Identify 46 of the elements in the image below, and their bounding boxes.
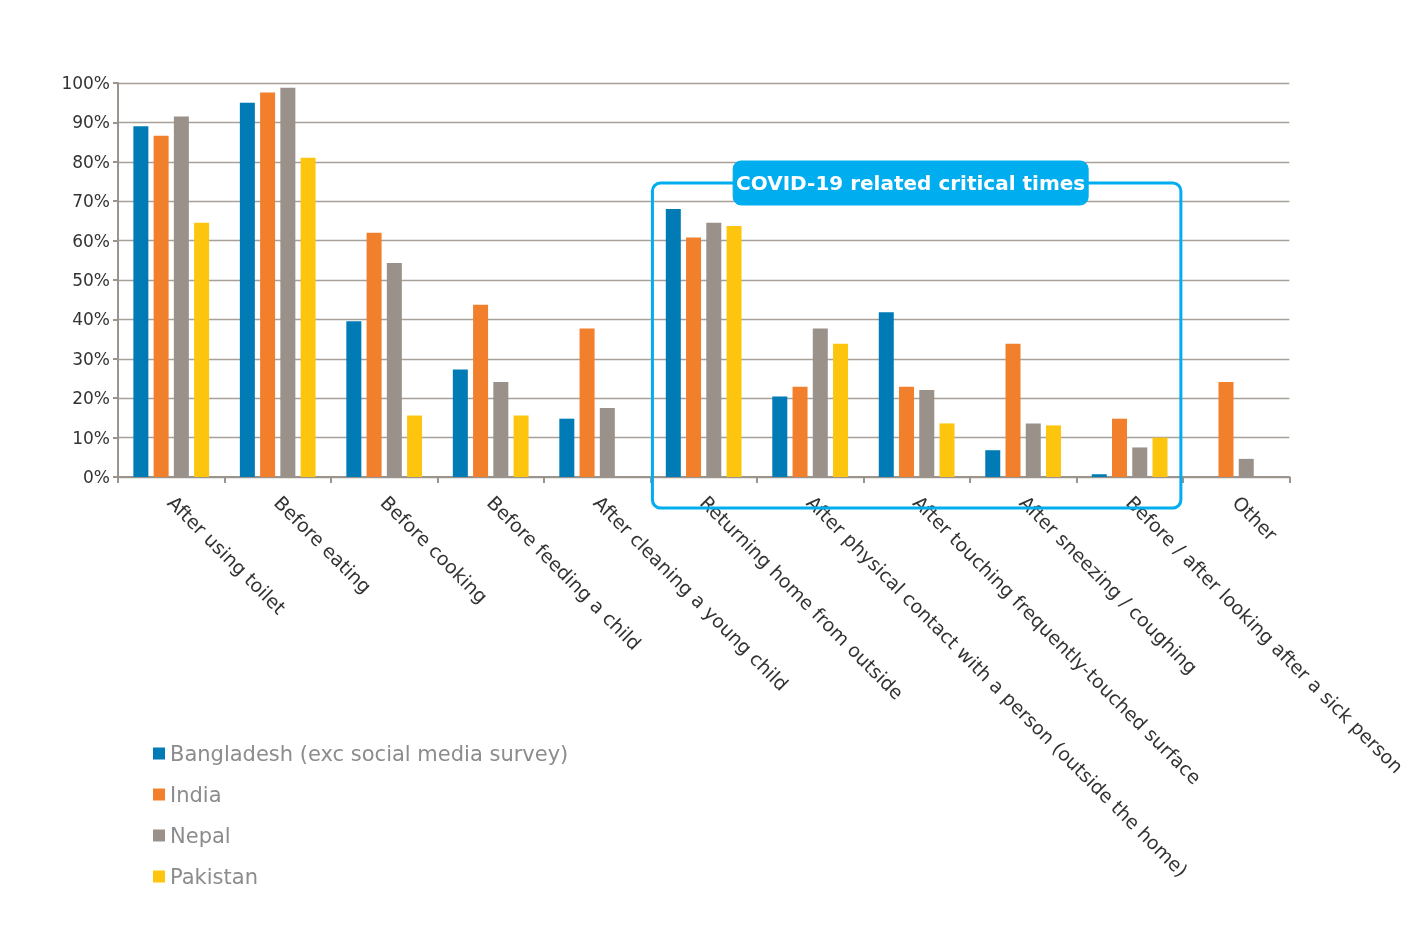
bar xyxy=(939,423,955,477)
bar xyxy=(1152,437,1168,477)
bar xyxy=(260,92,276,477)
y-tick-label: 30% xyxy=(72,348,110,369)
bar xyxy=(473,304,489,477)
bar xyxy=(1218,382,1234,477)
bar xyxy=(559,418,575,477)
legend-label: Bangladesh (exc social media survey) xyxy=(170,741,569,766)
y-tick-label: 70% xyxy=(72,191,110,212)
bar xyxy=(513,415,529,477)
bar xyxy=(407,415,423,477)
bar xyxy=(579,328,595,477)
bar xyxy=(1091,474,1107,477)
y-tick-label: 80% xyxy=(72,151,110,172)
y-tick-label: 10% xyxy=(72,427,110,448)
bar xyxy=(686,237,702,477)
bar xyxy=(726,226,742,477)
bar xyxy=(300,157,316,477)
bar xyxy=(239,102,255,477)
y-tick-label: 40% xyxy=(72,309,110,330)
y-tick-label: 60% xyxy=(72,230,110,251)
bar xyxy=(899,386,915,477)
bar xyxy=(772,396,788,477)
bar xyxy=(452,369,468,477)
bar xyxy=(833,343,849,477)
y-tick-label: 50% xyxy=(72,270,110,290)
bar xyxy=(133,126,149,477)
bar xyxy=(665,209,681,477)
annotation: COVID-19 related critical times xyxy=(736,171,1086,195)
y-tick-label: 100% xyxy=(61,73,110,93)
y-tick-label: 20% xyxy=(72,388,110,409)
legend-label: Pakistan xyxy=(170,864,258,889)
bar xyxy=(985,450,1001,477)
bar xyxy=(366,232,382,477)
bar xyxy=(346,321,362,477)
bar xyxy=(1046,425,1062,477)
bar xyxy=(153,135,169,477)
legend-label: Nepal xyxy=(170,823,231,848)
y-tick-label: 90% xyxy=(72,112,110,133)
bar xyxy=(194,222,210,477)
y-tick-label: 0% xyxy=(83,467,110,487)
legend-label: India xyxy=(170,782,222,807)
bar xyxy=(878,312,894,477)
bar xyxy=(1005,343,1021,477)
bar xyxy=(1112,418,1128,477)
bar xyxy=(792,386,808,477)
